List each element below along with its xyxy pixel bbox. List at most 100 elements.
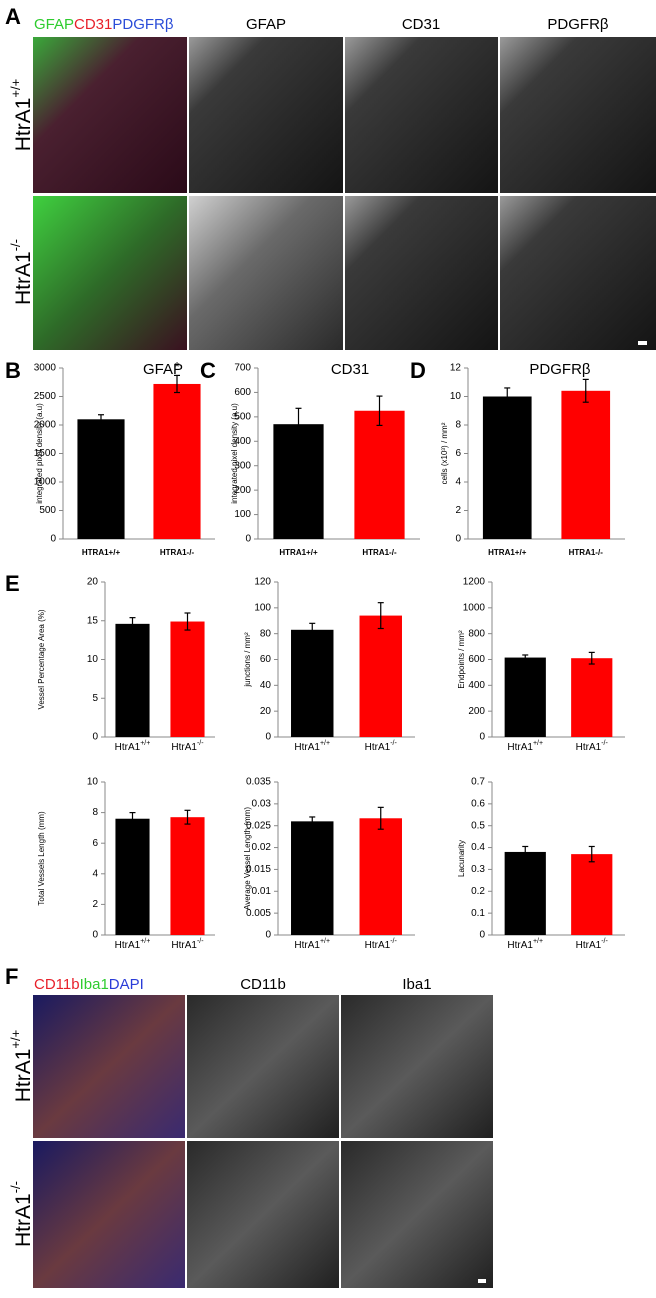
row-label-sup: +/+ bbox=[8, 79, 23, 98]
x-tick-label: HtrA1+/+ bbox=[507, 740, 543, 752]
panel-letter: F bbox=[5, 964, 18, 989]
panel-letter: D bbox=[410, 358, 426, 383]
x-tick-label-base: HtrA1 bbox=[171, 940, 197, 951]
x-tick-label-sup: -/- bbox=[390, 938, 397, 945]
y-tick-label: 400 bbox=[234, 436, 251, 447]
image bbox=[33, 995, 185, 1138]
y-tick-label: 80 bbox=[260, 628, 272, 639]
bar bbox=[504, 851, 546, 935]
row-label-sup: +/+ bbox=[8, 1030, 23, 1049]
bar bbox=[571, 658, 613, 737]
y-axis-label: Total Vessels Length (mm) bbox=[37, 811, 46, 906]
y-tick-label: 2 bbox=[92, 899, 98, 910]
error-bar bbox=[504, 387, 511, 406]
y-tick-label: 10 bbox=[87, 654, 99, 665]
y-tick-label: 0 bbox=[50, 534, 56, 545]
error-bar bbox=[522, 845, 529, 859]
y-tick-label: 0.3 bbox=[471, 864, 485, 875]
bar bbox=[291, 629, 334, 737]
y-tick-label: 8 bbox=[455, 420, 461, 431]
x-tick-label: HtrA1-/- bbox=[171, 938, 204, 950]
x-tick-label-sup: +/+ bbox=[533, 938, 543, 945]
bar bbox=[482, 396, 532, 539]
x-tick-label-sup: -/- bbox=[197, 740, 204, 747]
image bbox=[500, 196, 656, 350]
bar bbox=[359, 818, 402, 935]
y-tick-label: 600 bbox=[468, 654, 485, 665]
image bbox=[500, 37, 656, 193]
error-bar bbox=[377, 602, 384, 630]
bar bbox=[115, 623, 150, 737]
x-tick-label-base: HtrA1 bbox=[115, 742, 141, 753]
error-bar bbox=[522, 654, 529, 661]
merge-label: CD11bIba1DAPI bbox=[34, 976, 144, 993]
y-tick-label: 200 bbox=[234, 485, 251, 496]
error-bar bbox=[588, 651, 595, 665]
x-tick-label-sup: +/+ bbox=[140, 938, 150, 945]
y-tick-label: 0.2 bbox=[471, 886, 485, 897]
x-tick-label: HtrA1+/+ bbox=[294, 740, 330, 752]
x-tick-label: HtrA1+/+ bbox=[115, 740, 151, 752]
y-tick-label: 8 bbox=[92, 807, 98, 818]
x-tick-label: HtrA1+/+ bbox=[294, 938, 330, 950]
y-tick-label: 20 bbox=[87, 577, 99, 588]
y-tick-label: 4 bbox=[455, 477, 461, 488]
y-tick-label: 5 bbox=[92, 693, 98, 704]
y-tick-label: 500 bbox=[234, 411, 251, 422]
error-bar bbox=[184, 612, 191, 631]
panel-letter: A bbox=[5, 4, 21, 29]
y-tick-label: 3000 bbox=[34, 363, 57, 374]
x-tick-label-base: HtrA1 bbox=[365, 742, 391, 753]
x-tick-label: HtrA1-/- bbox=[576, 740, 609, 752]
bar bbox=[359, 615, 402, 737]
error-bar bbox=[309, 816, 316, 827]
x-tick-label: HTRA1+/+ bbox=[279, 548, 318, 557]
x-tick-label-sup: -/- bbox=[197, 938, 204, 945]
error-bar bbox=[184, 809, 191, 825]
y-tick-label: 0.1 bbox=[471, 908, 485, 919]
y-tick-label: 600 bbox=[234, 387, 251, 398]
y-tick-label: 2 bbox=[455, 505, 461, 516]
bar bbox=[170, 817, 205, 935]
y-tick-label: 1000 bbox=[34, 477, 57, 488]
row-label-base: HtrA1 bbox=[12, 1193, 35, 1247]
y-axis-label: Endpoints / mm² bbox=[457, 630, 466, 689]
image bbox=[345, 196, 498, 350]
y-tick-label: 10 bbox=[87, 777, 99, 788]
chart-title: CD31 bbox=[331, 361, 369, 378]
y-tick-label: 2500 bbox=[34, 391, 57, 402]
x-tick-label-base: HtrA1 bbox=[365, 940, 391, 951]
y-tick-label: 100 bbox=[234, 509, 251, 520]
scale-bar bbox=[638, 341, 647, 345]
y-tick-label: 500 bbox=[39, 505, 56, 516]
row-label-sup: -/- bbox=[8, 239, 23, 251]
channel-title: Iba1 bbox=[402, 976, 431, 993]
image bbox=[189, 37, 343, 193]
error-bar bbox=[129, 811, 136, 826]
x-tick-label-sup: -/- bbox=[601, 938, 608, 945]
y-tick-label: 0.4 bbox=[471, 842, 485, 853]
y-tick-label: 120 bbox=[254, 577, 271, 588]
y-tick-label: 40 bbox=[260, 680, 272, 691]
x-tick-label: HtrA1-/- bbox=[576, 938, 609, 950]
y-axis-label: junctions / mm² bbox=[243, 632, 252, 688]
x-tick-label: HtrA1-/- bbox=[365, 740, 398, 752]
x-tick-label-base: HtrA1 bbox=[507, 742, 533, 753]
row-label: HtrA1-/- bbox=[8, 1181, 35, 1247]
y-tick-label: 0 bbox=[455, 534, 461, 545]
x-tick-label: HTRA1-/- bbox=[160, 548, 195, 557]
x-tick-label-sup: +/+ bbox=[533, 740, 543, 747]
merge-label-part: CD11b bbox=[34, 976, 80, 993]
bar bbox=[77, 419, 125, 539]
y-tick-label: 15 bbox=[87, 615, 99, 626]
y-tick-label: 0 bbox=[479, 732, 485, 743]
y-tick-label: 6 bbox=[455, 448, 461, 459]
y-tick-label: 0.02 bbox=[252, 842, 272, 853]
merge-label-part: DAPI bbox=[109, 976, 144, 993]
y-axis-label: integrated pixel density (a.u) bbox=[230, 403, 239, 504]
panel-a-images bbox=[33, 37, 656, 350]
merge-label-part: Iba1 bbox=[80, 976, 109, 993]
merge-label-part: CD31 bbox=[74, 16, 112, 33]
y-tick-label: 400 bbox=[468, 680, 485, 691]
